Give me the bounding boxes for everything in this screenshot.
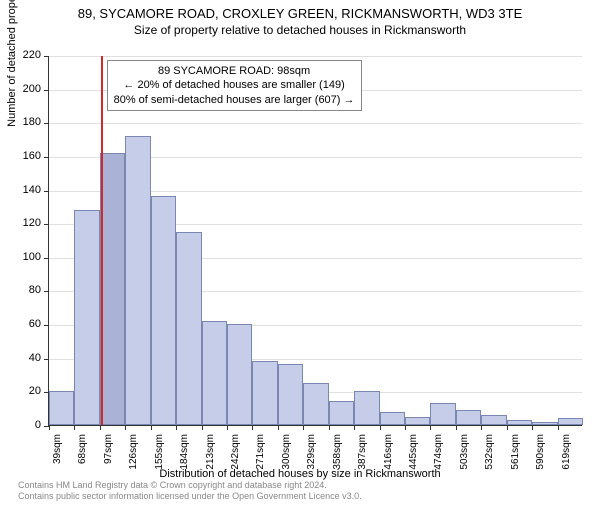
x-tick bbox=[354, 425, 355, 430]
footer-text: Contains HM Land Registry data © Crown c… bbox=[18, 480, 362, 502]
x-tick bbox=[532, 425, 533, 430]
x-tick bbox=[329, 425, 330, 430]
y-tick-label: 0 bbox=[11, 419, 41, 431]
bar bbox=[303, 383, 328, 425]
y-tick bbox=[44, 56, 49, 57]
y-tick-label: 60 bbox=[11, 318, 41, 330]
callout-line-1: 89 SYCAMORE ROAD: 98sqm bbox=[114, 64, 355, 78]
bar bbox=[405, 417, 430, 425]
bar bbox=[74, 210, 99, 425]
grid-line bbox=[49, 56, 582, 57]
chart-container: 89, SYCAMORE ROAD, CROXLEY GREEN, RICKMA… bbox=[0, 6, 600, 506]
y-tick-label: 100 bbox=[11, 251, 41, 263]
x-tick bbox=[49, 425, 50, 430]
y-tick bbox=[44, 291, 49, 292]
y-tick bbox=[44, 359, 49, 360]
bar bbox=[481, 415, 506, 425]
bar bbox=[532, 422, 557, 425]
x-tick bbox=[74, 425, 75, 430]
y-tick-label: 120 bbox=[11, 217, 41, 229]
bar bbox=[202, 321, 227, 425]
y-tick-label: 200 bbox=[11, 83, 41, 95]
y-tick bbox=[44, 90, 49, 91]
bar bbox=[456, 410, 481, 425]
x-tick bbox=[176, 425, 177, 430]
bar bbox=[380, 412, 405, 425]
y-tick bbox=[44, 123, 49, 124]
x-tick bbox=[405, 425, 406, 430]
x-tick bbox=[227, 425, 228, 430]
x-tick bbox=[380, 425, 381, 430]
plot-area: 02040608010012014016018020022039sqm68sqm… bbox=[48, 56, 582, 426]
x-tick bbox=[278, 425, 279, 430]
y-tick bbox=[44, 157, 49, 158]
bar bbox=[278, 364, 303, 425]
bar bbox=[329, 401, 354, 425]
bar bbox=[558, 418, 583, 425]
x-tick bbox=[456, 425, 457, 430]
bar bbox=[430, 403, 455, 425]
page-title: 89, SYCAMORE ROAD, CROXLEY GREEN, RICKMA… bbox=[0, 6, 600, 21]
x-tick bbox=[125, 425, 126, 430]
bar bbox=[100, 153, 125, 425]
callout-line-2: ← 20% of detached houses are smaller (14… bbox=[114, 78, 355, 92]
bar bbox=[176, 232, 201, 425]
y-tick-label: 160 bbox=[11, 150, 41, 162]
x-tick bbox=[481, 425, 482, 430]
y-tick-label: 140 bbox=[11, 184, 41, 196]
bar bbox=[151, 196, 176, 425]
bar bbox=[507, 420, 532, 425]
bar bbox=[227, 324, 252, 425]
y-tick bbox=[44, 325, 49, 326]
y-tick-label: 80 bbox=[11, 284, 41, 296]
y-tick-label: 180 bbox=[11, 116, 41, 128]
bar bbox=[125, 136, 150, 425]
y-tick-label: 40 bbox=[11, 352, 41, 364]
x-axis-label: Distribution of detached houses by size … bbox=[0, 468, 600, 480]
x-tick bbox=[430, 425, 431, 430]
x-tick bbox=[558, 425, 559, 430]
y-tick-label: 20 bbox=[11, 385, 41, 397]
callout-line-3: 80% of semi-detached houses are larger (… bbox=[114, 93, 355, 107]
marker-line bbox=[101, 56, 103, 425]
y-tick bbox=[44, 258, 49, 259]
grid-line bbox=[49, 123, 582, 124]
x-tick bbox=[303, 425, 304, 430]
y-tick-label: 220 bbox=[11, 49, 41, 61]
plot-rect: 02040608010012014016018020022039sqm68sqm… bbox=[48, 56, 582, 426]
bar bbox=[354, 391, 379, 425]
x-tick bbox=[507, 425, 508, 430]
callout-box: 89 SYCAMORE ROAD: 98sqm← 20% of detached… bbox=[107, 60, 362, 111]
footer-line-1: Contains HM Land Registry data © Crown c… bbox=[18, 480, 362, 491]
x-tick bbox=[202, 425, 203, 430]
x-tick bbox=[252, 425, 253, 430]
bar bbox=[252, 361, 277, 425]
footer-line-2: Contains public sector information licen… bbox=[18, 491, 362, 502]
bar bbox=[49, 391, 74, 425]
x-tick bbox=[100, 425, 101, 430]
y-tick bbox=[44, 224, 49, 225]
x-tick bbox=[151, 425, 152, 430]
page-subtitle: Size of property relative to detached ho… bbox=[0, 23, 600, 37]
y-tick bbox=[44, 191, 49, 192]
